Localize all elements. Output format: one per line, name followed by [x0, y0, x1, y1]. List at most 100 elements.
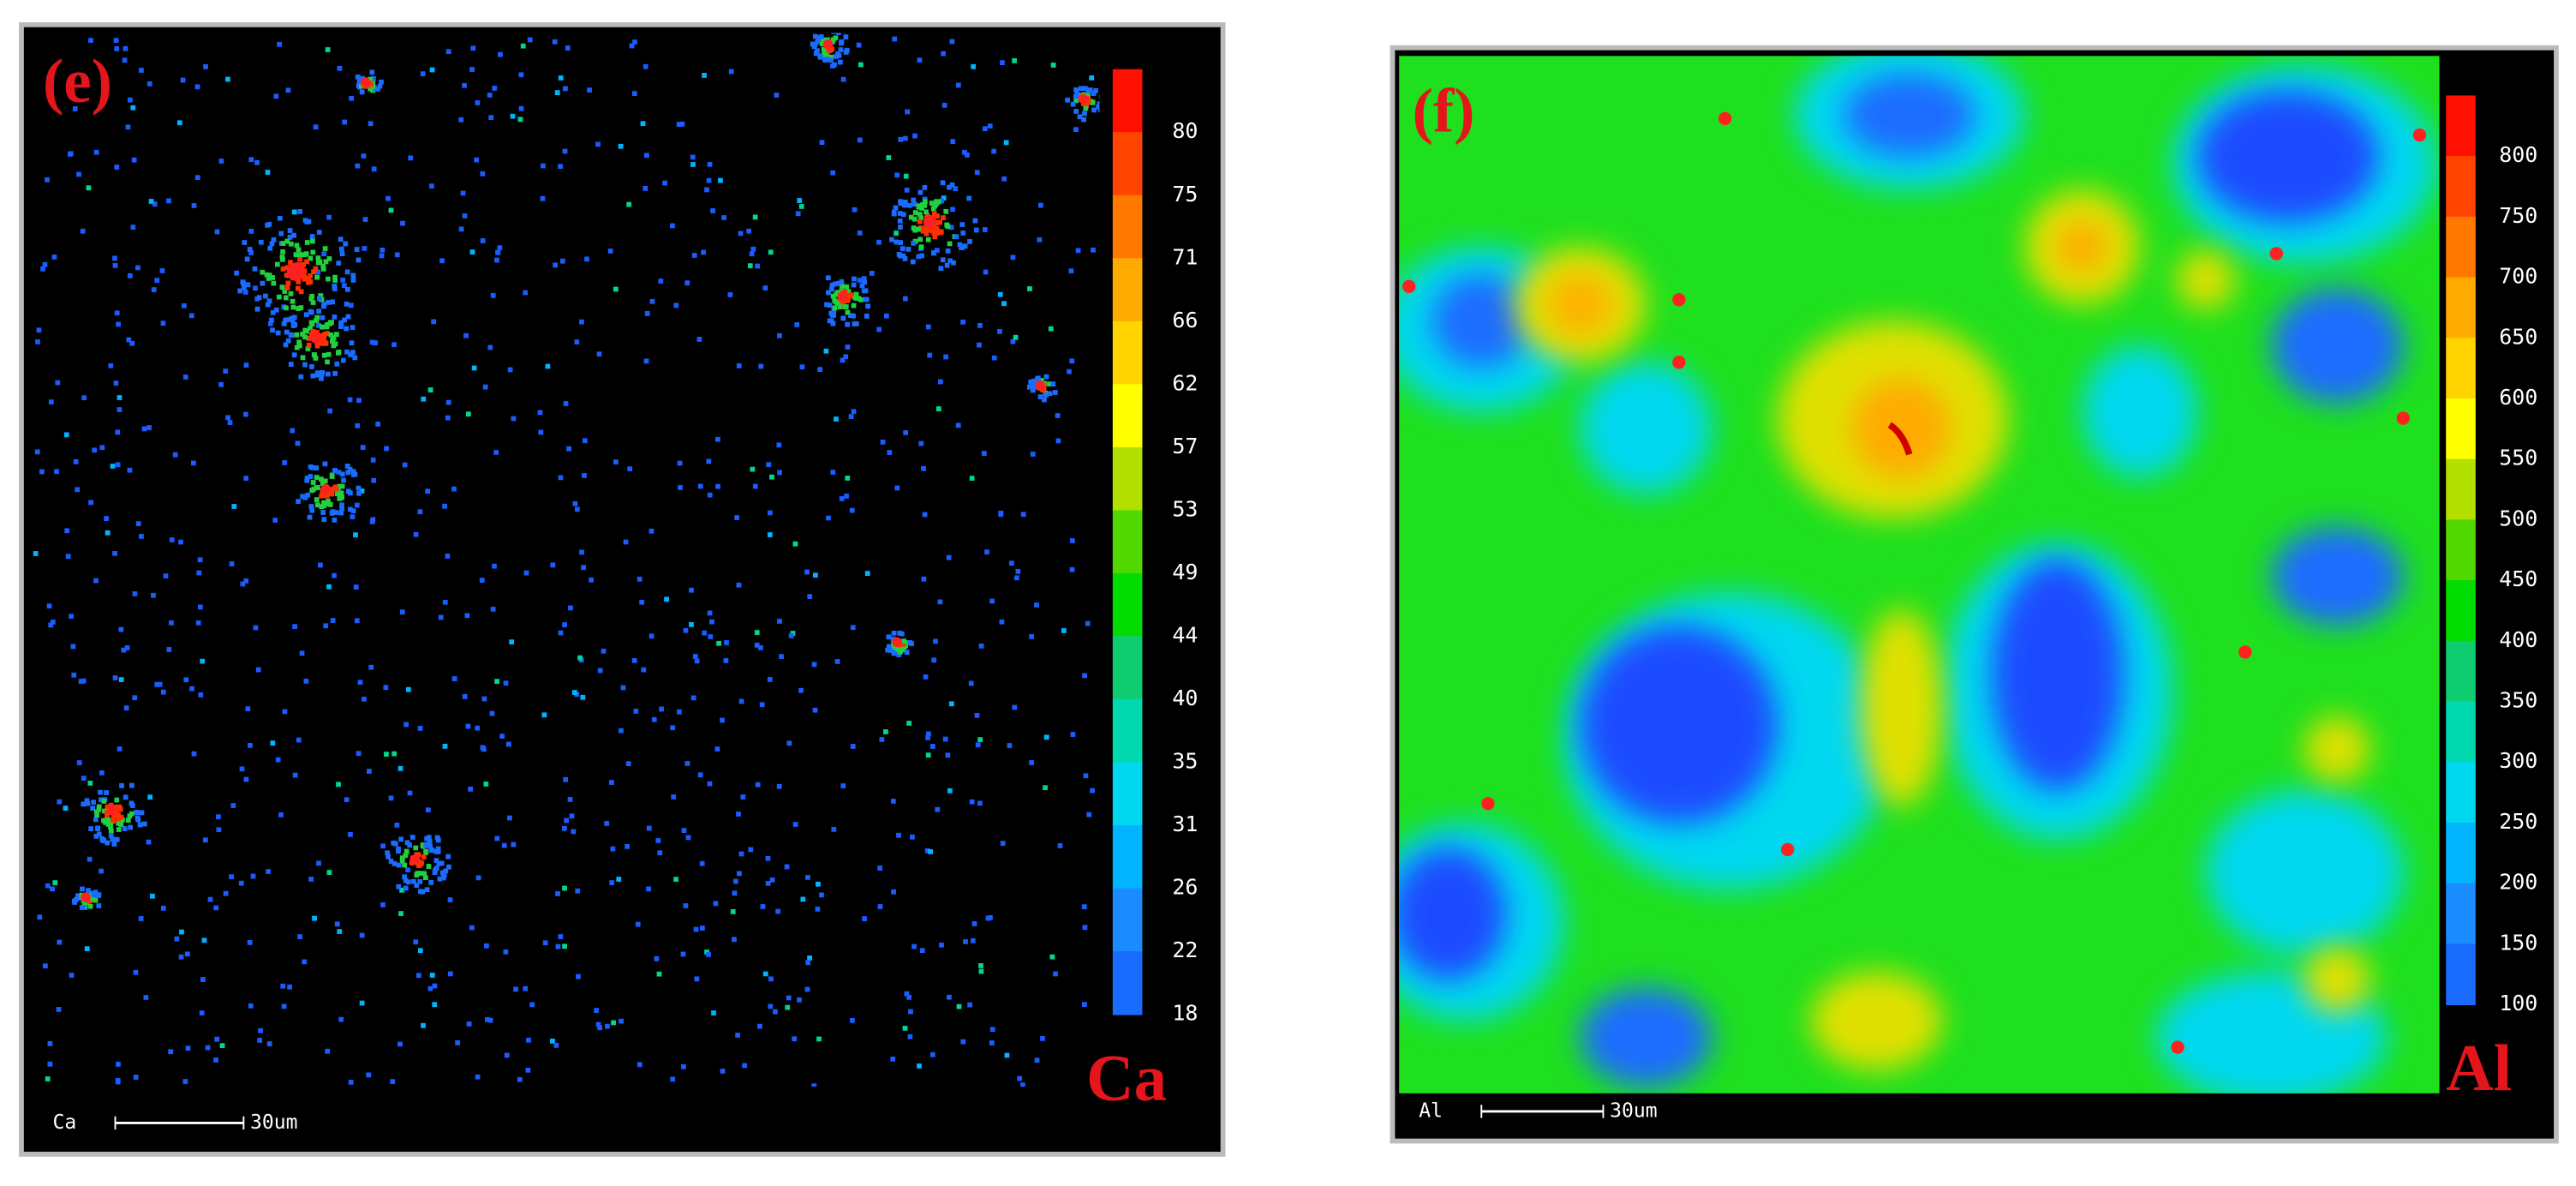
map-hotspot: [923, 215, 937, 230]
map-pixel: [690, 162, 696, 167]
element-label: Ca: [1086, 1042, 1167, 1115]
map-pixel: [984, 549, 989, 555]
map-pixel: [846, 289, 852, 295]
map-pixel: [215, 814, 221, 820]
map-pixel: [889, 646, 895, 652]
map-pixel: [918, 244, 924, 250]
map-pixel: [169, 620, 174, 626]
map-pixel: [93, 897, 99, 903]
map-region: [2176, 250, 2236, 310]
map-pixel: [254, 306, 260, 312]
map-pixel: [897, 211, 903, 216]
map-pixel: [139, 68, 144, 73]
map-pixel: [904, 650, 910, 655]
map-pixel: [509, 639, 514, 645]
map-pixel: [923, 228, 929, 234]
map-pixel: [309, 507, 315, 513]
colorbar-tick-label: 300: [2499, 748, 2537, 773]
map-region: [2304, 946, 2370, 1013]
map-pixel: [792, 822, 798, 827]
map-pixel: [307, 514, 313, 520]
map-pixel: [631, 657, 637, 663]
map-pixel: [925, 324, 931, 330]
map-pixel: [934, 225, 940, 231]
map-pixel: [903, 173, 909, 179]
map-pixel: [33, 551, 39, 556]
map-region: [1851, 378, 1951, 478]
map-pixel: [439, 258, 445, 264]
map-pixel: [683, 627, 689, 633]
map-pixel: [39, 469, 45, 475]
map-pixel: [655, 838, 661, 843]
colorbar-segment: [1112, 825, 1143, 890]
map-pixel: [939, 942, 944, 948]
map-pixel: [179, 929, 184, 935]
map-pixel: [795, 211, 801, 217]
map-pixel: [287, 235, 293, 240]
map-pixel: [174, 936, 180, 942]
map-pixel: [314, 274, 320, 280]
map-pixel: [734, 515, 740, 520]
map-pixel: [964, 153, 970, 158]
map-pixel: [87, 903, 93, 909]
map-pixel: [403, 722, 409, 728]
map-pixel: [123, 45, 129, 51]
map-pixel: [101, 818, 106, 824]
map-pixel: [345, 314, 351, 320]
map-pixel: [1070, 732, 1076, 737]
map-pixel: [188, 313, 194, 319]
map-pixel: [308, 474, 314, 479]
map-pixel: [117, 746, 123, 752]
map-pixel: [469, 925, 475, 931]
map-pixel: [451, 676, 457, 681]
map-pixel: [595, 141, 601, 147]
map-pixel: [596, 351, 602, 357]
map-pixel: [513, 986, 518, 992]
map-pixel: [263, 293, 268, 299]
map-pixel: [402, 462, 408, 468]
map-pixel: [877, 904, 883, 909]
map-pixel: [662, 180, 667, 186]
map-pixel: [562, 943, 567, 949]
map-pixel: [76, 171, 81, 177]
map-pixel: [492, 86, 498, 91]
colorbar-segment: [1112, 572, 1143, 638]
map-pixel: [243, 776, 249, 782]
map-pixel: [80, 228, 86, 234]
map-pixel: [779, 654, 784, 660]
map-pixel: [625, 761, 631, 767]
map-pixel: [458, 226, 464, 232]
map-pixel: [415, 871, 421, 877]
map-pixel: [911, 240, 917, 246]
map-pixel: [433, 858, 439, 863]
map-pixel: [108, 828, 114, 834]
map-pixel: [967, 1002, 972, 1008]
map-pixel: [273, 307, 279, 313]
map-pixel: [35, 339, 40, 344]
map-pixel: [118, 814, 124, 820]
map-pixel: [385, 850, 391, 856]
map-pixel: [253, 625, 259, 631]
map-pixel: [758, 363, 764, 369]
map-pixel: [316, 340, 322, 346]
map-pixel: [285, 338, 291, 344]
map-pixel: [375, 87, 380, 92]
map-pixel: [929, 744, 935, 749]
map-pixel: [851, 409, 857, 415]
map-pixel: [96, 831, 102, 837]
map-pixel: [1097, 107, 1100, 112]
map-pixel: [465, 723, 471, 729]
map-pixel: [693, 926, 699, 932]
map-pixel: [839, 39, 845, 45]
map-pixel: [907, 640, 912, 645]
map-pixel: [912, 227, 918, 233]
map-pixel: [487, 1017, 493, 1023]
map-pixel: [357, 680, 363, 686]
colorbar-tick-label: 650: [2499, 324, 2537, 349]
map-pixel: [959, 244, 965, 250]
map-pixel: [905, 246, 911, 252]
map-pixel: [435, 849, 441, 854]
map-pixel: [692, 654, 698, 659]
map-pixel: [597, 668, 603, 674]
map-pixel: [319, 504, 325, 510]
